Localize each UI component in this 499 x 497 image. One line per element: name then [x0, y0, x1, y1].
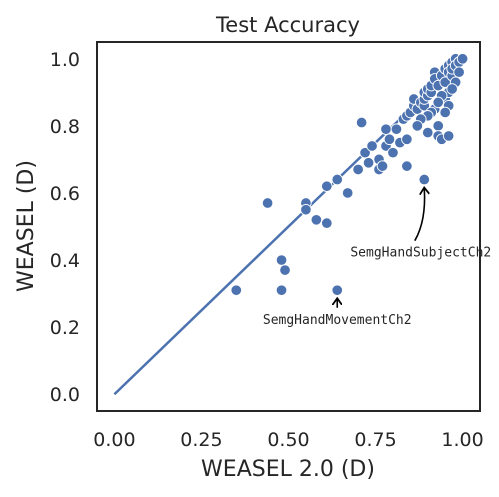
data-point	[362, 157, 375, 169]
data-point	[261, 197, 274, 209]
x-axis-title: WEASEL 2.0 (D)	[201, 457, 375, 482]
data-point	[275, 284, 288, 296]
data-point	[321, 217, 333, 229]
y-tick-label: 1.0	[50, 49, 80, 71]
data-point	[432, 96, 444, 109]
annotations: SemgHandSubjectCh2 SemgHandMovementCh2	[263, 189, 491, 328]
annotation-label: SemgHandMovementCh2	[263, 313, 412, 328]
y-tick-label: 0.0	[50, 384, 80, 406]
data-point	[275, 254, 288, 266]
data-point	[418, 173, 431, 186]
chart-title: Test Accuracy	[215, 13, 360, 37]
data-point	[453, 66, 465, 78]
data-point	[341, 187, 354, 199]
data-point	[446, 83, 458, 95]
data-point	[380, 123, 392, 135]
y-tick-label: 0.8	[50, 116, 80, 138]
x-tick-label: 0.50	[267, 429, 309, 451]
x-tick-label: 0.25	[180, 429, 222, 451]
data-point	[390, 123, 403, 135]
data-point	[422, 126, 434, 139]
x-tick-label: 0.00	[93, 429, 135, 451]
data-point	[331, 284, 343, 296]
data-point	[366, 140, 378, 152]
x-axis-ticks: 0.00 0.25 0.50 0.75 1.00	[93, 429, 483, 451]
y-tick-label: 0.6	[50, 183, 80, 205]
annotation-label: SemgHandSubjectCh2	[350, 246, 491, 261]
data-point	[411, 120, 424, 132]
data-point	[310, 214, 323, 226]
y-axis-ticks: 0.0 0.2 0.4 0.6 0.8 1.0	[50, 49, 80, 406]
x-tick-label: 0.75	[354, 429, 396, 451]
data-point	[321, 180, 333, 192]
data-point	[401, 133, 413, 146]
data-point	[230, 284, 243, 296]
data-point	[279, 264, 291, 276]
data-point	[331, 173, 343, 186]
data-point	[355, 116, 368, 129]
data-point	[442, 130, 455, 142]
data-point	[432, 120, 444, 132]
data-point	[387, 146, 399, 159]
plot-frame	[96, 41, 481, 412]
data-point	[376, 160, 389, 172]
data-point	[456, 53, 469, 65]
x-tick-label: 1.00	[441, 429, 483, 451]
y-tick-label: 0.2	[50, 317, 80, 339]
data-point	[383, 133, 396, 146]
data-point	[352, 163, 364, 176]
data-point	[439, 106, 451, 119]
data-point	[359, 146, 371, 159]
y-axis-title: WEASEL (D)	[14, 160, 39, 292]
annotation-arrow	[414, 189, 425, 242]
plot-area	[113, 53, 469, 396]
y-tick-label: 0.4	[50, 250, 80, 272]
data-point	[300, 203, 312, 216]
data-point	[401, 160, 413, 172]
